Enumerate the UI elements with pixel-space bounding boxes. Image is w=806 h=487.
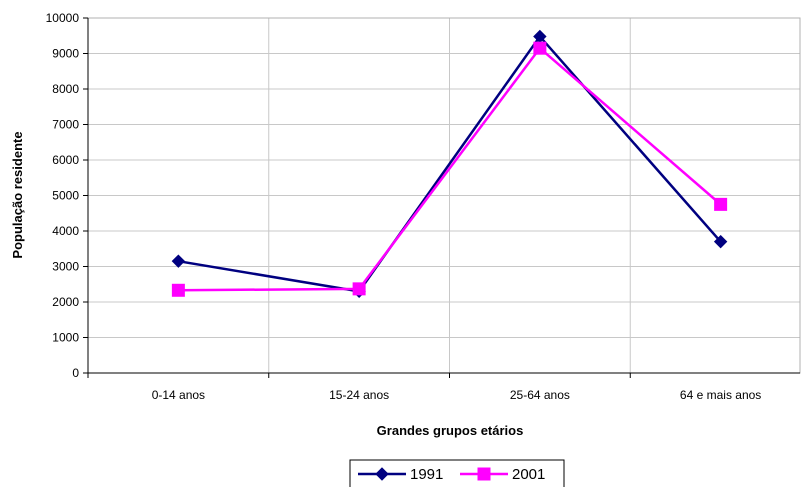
series-2001 bbox=[171, 41, 728, 297]
data-point-2001 bbox=[714, 197, 728, 211]
x-axis-title: Grandes grupos etários bbox=[377, 423, 524, 438]
y-tick-label: 2000 bbox=[52, 295, 79, 309]
y-tick-label: 1000 bbox=[52, 331, 79, 345]
legend-item-2001: 2001 bbox=[460, 466, 545, 483]
y-axis: 0 1000 2000 3000 4000 5000 6000 7000 8000 9000 100… bbox=[46, 11, 89, 380]
y-tick-label: 5000 bbox=[52, 189, 79, 203]
y-axis-title: População residente bbox=[10, 131, 25, 258]
series-group bbox=[171, 29, 728, 299]
data-point-2001 bbox=[171, 283, 185, 297]
legend: 1991 2001 bbox=[349, 459, 565, 487]
legend-marker bbox=[375, 467, 389, 481]
x-tick-label: 0-14 anos bbox=[152, 388, 205, 402]
legend-item-1991: 1991 bbox=[358, 466, 443, 483]
x-tick-label: 64 e mais anos bbox=[680, 388, 761, 402]
data-point-1991 bbox=[713, 234, 728, 249]
y-tick-label: 7000 bbox=[52, 118, 79, 132]
gridlines bbox=[88, 17, 800, 373]
y-tick-label: 10000 bbox=[46, 11, 80, 25]
data-point-1991 bbox=[171, 254, 186, 268]
series-line-1991 bbox=[178, 34, 722, 293]
x-tick-label: 15-24 anos bbox=[329, 388, 389, 402]
x-axis: 0-14 anos 15-24 anos 25-64 anos 64 e mais a… bbox=[87, 372, 800, 402]
x-tick-label: 25-64 anos bbox=[510, 388, 570, 402]
legend-label: 2001 bbox=[512, 466, 545, 483]
y-tick-label: 9000 bbox=[52, 47, 79, 61]
y-tick-label: 0 bbox=[72, 366, 79, 380]
y-tick-label: 4000 bbox=[52, 224, 79, 238]
data-point-2001 bbox=[533, 41, 547, 55]
y-tick-label: 8000 bbox=[52, 82, 79, 96]
legend-marker bbox=[477, 467, 491, 481]
series-line-2001 bbox=[178, 46, 722, 292]
y-tick-label: 3000 bbox=[52, 260, 79, 274]
data-point-2001 bbox=[352, 282, 366, 296]
y-tick-label: 6000 bbox=[52, 153, 79, 167]
legend-label: 1991 bbox=[410, 466, 443, 483]
